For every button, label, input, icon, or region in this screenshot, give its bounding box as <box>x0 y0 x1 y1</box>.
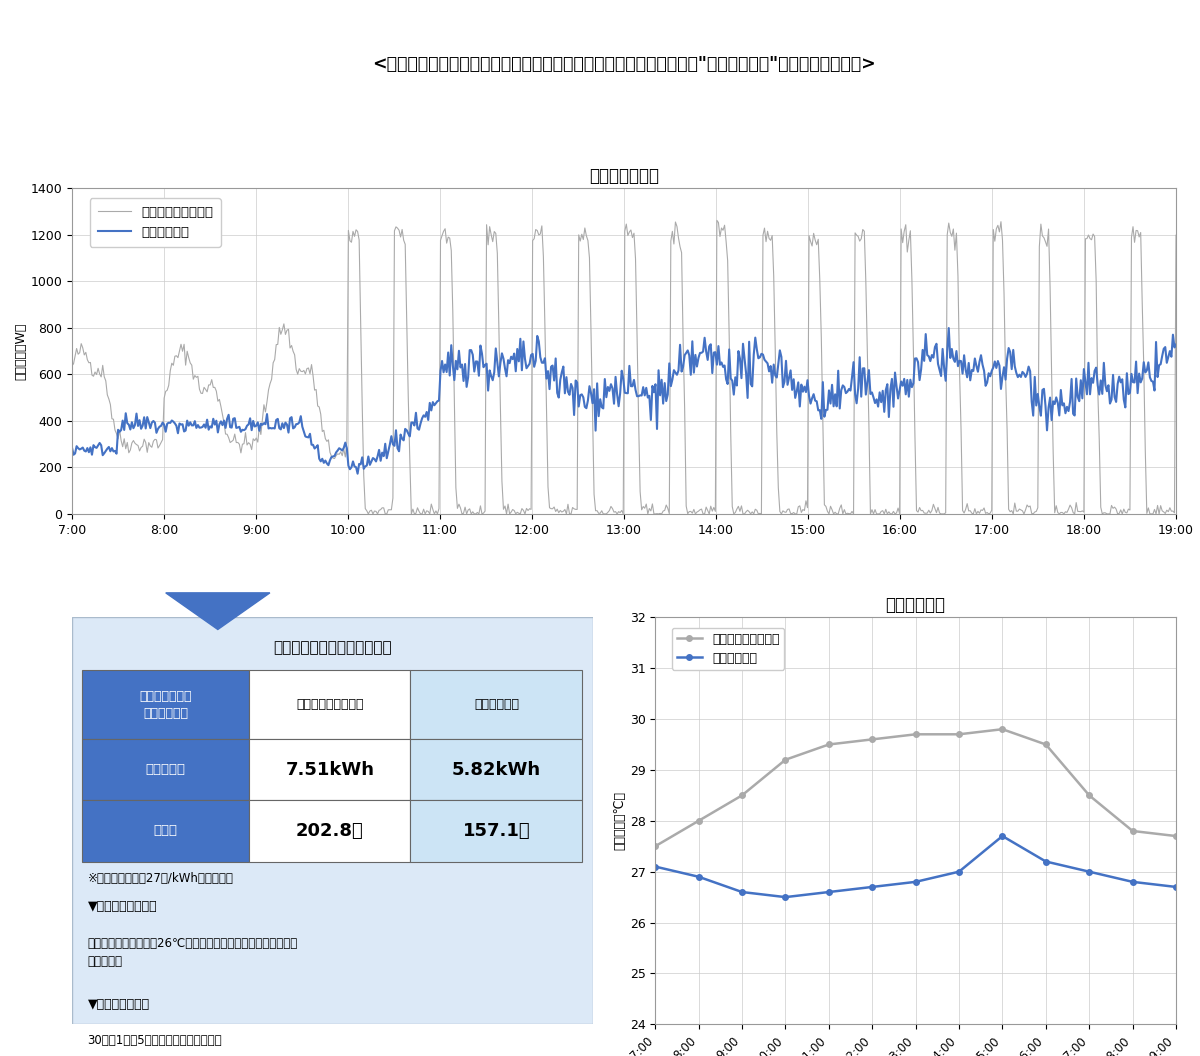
つけっぱなし <box>822 886 836 899</box>
Y-axis label: 消費電力（W）: 消費電力（W） <box>14 322 28 380</box>
FancyBboxPatch shape <box>83 800 250 862</box>
つけっぱなし <box>371 450 385 463</box>
FancyBboxPatch shape <box>250 671 410 739</box>
小まめにオン・オフ <box>371 508 385 521</box>
小まめにオン・オフ <box>1082 789 1097 802</box>
つけっぱなし <box>1039 855 1054 868</box>
Text: <換気時にエアコンの電源をオフにした場合と、換気時にエアコンを"つけっぱなし"にした場合の比較>: <換気時にエアコンの電源をオフにした場合と、換気時にエアコンを"つけっぱなし"に… <box>372 55 876 73</box>
Text: つけっぱなし: つけっぱなし <box>474 698 518 712</box>
Text: 冷房運転／設定温度：26℃／設定しつど：切り／風量：自動／
換気：オフ: 冷房運転／設定温度：26℃／設定しつど：切り／風量：自動／ 換気：オフ <box>88 937 298 967</box>
Legend: 小まめにオン・オフ, つけっぱなし: 小まめにオン・オフ, つけっぱなし <box>90 199 221 246</box>
小まめにオン・オフ <box>198 383 212 396</box>
Text: 30分に1回、5分間の窓開け換気を実施: 30分に1回、5分間の窓開け換気を実施 <box>88 1035 222 1048</box>
小まめにオン・オフ <box>822 738 836 751</box>
FancyBboxPatch shape <box>83 671 250 739</box>
つけっぱなし <box>942 322 956 335</box>
FancyBboxPatch shape <box>72 618 593 1024</box>
つけっぱなし <box>691 870 706 883</box>
小まめにオン・オフ <box>1169 229 1183 242</box>
小まめにオン・オフ <box>908 728 923 740</box>
小まめにオン・オフ <box>85 369 100 381</box>
つけっぱなし <box>1082 865 1097 878</box>
小まめにオン・オフ <box>361 508 376 521</box>
Text: 小まめにオン・オフ: 小まめにオン・オフ <box>296 698 364 712</box>
Polygon shape <box>166 592 270 629</box>
Text: 5.82kWh: 5.82kWh <box>452 761 541 779</box>
Title: 消費電力量推移: 消費電力量推移 <box>589 167 659 185</box>
つけっぱなし <box>779 891 793 904</box>
小まめにオン・オフ <box>648 840 662 852</box>
Text: 窓開け換気時の
エアコン運転: 窓開け換気時の エアコン運転 <box>139 690 192 720</box>
小まめにオン・オフ <box>995 723 1009 736</box>
つけっぱなし <box>1169 881 1183 893</box>
小まめにオン・オフ <box>865 733 880 746</box>
Legend: 小まめにオン・オフ, つけっぱなし: 小まめにオン・オフ, つけっぱなし <box>672 627 785 670</box>
小まめにオン・オフ <box>1039 738 1054 751</box>
FancyBboxPatch shape <box>250 800 410 862</box>
FancyBboxPatch shape <box>410 739 582 800</box>
小まめにオン・オフ <box>691 814 706 827</box>
Line: 小まめにオン・オフ: 小まめにオン・オフ <box>72 221 1176 514</box>
つけっぱなし <box>350 468 365 480</box>
小まめにオン・オフ <box>734 789 749 802</box>
つけっぱなし <box>1169 338 1183 351</box>
小まめにオン・オフ <box>794 506 809 518</box>
Text: ▼窓開け換気設定: ▼窓開け換気設定 <box>88 998 150 1011</box>
FancyBboxPatch shape <box>410 671 582 739</box>
FancyBboxPatch shape <box>410 800 582 862</box>
つけっぱなし <box>761 357 775 370</box>
つけっぱなし <box>85 449 100 461</box>
つけっぱなし <box>865 881 880 893</box>
小まめにオン・オフ <box>311 399 325 412</box>
つけっぱなし <box>995 830 1009 843</box>
Y-axis label: 室内温度（℃）: 室内温度（℃） <box>614 791 626 850</box>
小まめにオン・オフ <box>762 232 776 245</box>
Line: つけっぱなし: つけっぱなし <box>653 833 1178 900</box>
つけっぱなし <box>793 400 808 413</box>
Text: 7.51kWh: 7.51kWh <box>286 761 374 779</box>
Text: ▼エアコン基本設定: ▼エアコン基本設定 <box>88 900 157 913</box>
つけっぱなし <box>908 875 923 888</box>
Title: 室内温度推移: 室内温度推移 <box>886 597 946 615</box>
Line: つけっぱなし: つけっぱなし <box>72 328 1176 474</box>
Line: 小まめにオン・オフ: 小まめにオン・オフ <box>653 727 1178 849</box>
つけっぱなし <box>1126 875 1140 888</box>
Text: 157.1円: 157.1円 <box>463 822 530 840</box>
小まめにオン・オフ <box>1169 830 1183 843</box>
つけっぱなし <box>65 441 79 454</box>
つけっぱなし <box>648 861 662 873</box>
つけっぱなし <box>198 421 212 434</box>
Text: 202.8円: 202.8円 <box>296 822 364 840</box>
小まめにオン・オフ <box>1126 825 1140 837</box>
FancyBboxPatch shape <box>250 739 410 800</box>
小まめにオン・オフ <box>709 214 724 227</box>
小まめにオン・オフ <box>779 753 793 766</box>
Text: 消費電力量: 消費電力量 <box>145 763 186 776</box>
小まめにオン・オフ <box>952 728 966 740</box>
つけっぱなし <box>952 865 966 878</box>
つけっぱなし <box>734 886 749 899</box>
FancyBboxPatch shape <box>83 739 250 800</box>
小まめにオン・オフ <box>65 359 79 372</box>
Text: 電気代: 電気代 <box>154 825 178 837</box>
Text: 窓開け換気した場合の電気代: 窓開け換気した場合の電気代 <box>274 640 391 656</box>
つけっぱなし <box>311 439 325 452</box>
Text: ※電気料金単価を27円/kWhとして計算: ※電気料金単価を27円/kWhとして計算 <box>88 871 234 885</box>
